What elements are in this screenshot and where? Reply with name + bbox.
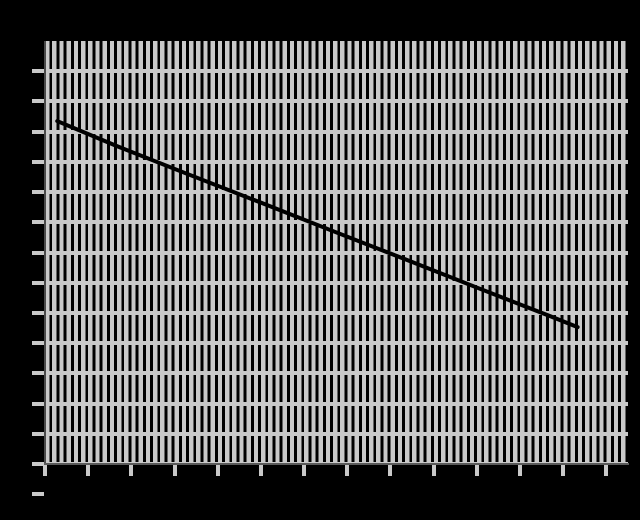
bar-series xyxy=(45,41,628,464)
y-tick-13 xyxy=(32,462,44,466)
x-tick-0 xyxy=(43,465,47,476)
y-tick-8 xyxy=(32,310,44,315)
x-tick-5 xyxy=(258,465,263,476)
x-tick-3 xyxy=(172,465,177,476)
x-tick-13 xyxy=(604,465,609,476)
y-tick-4 xyxy=(32,190,44,195)
x-axis-spine xyxy=(44,463,629,465)
x-tick-11 xyxy=(518,465,523,476)
y-tick-12 xyxy=(32,431,44,436)
x-tick-8 xyxy=(388,465,393,476)
y-tick-11 xyxy=(32,401,44,406)
x-tick-7 xyxy=(345,465,350,476)
x-tick-2 xyxy=(129,465,134,476)
y-tick-6 xyxy=(32,250,44,255)
y-tick-0 xyxy=(32,69,44,74)
y-tick-9 xyxy=(32,341,44,346)
y-tick-10 xyxy=(32,371,44,376)
y-tick-2 xyxy=(32,129,44,134)
x-tick-6 xyxy=(302,465,307,476)
y-tick-1 xyxy=(32,99,44,104)
y-tick-14 xyxy=(32,492,44,497)
plot-area[interactable] xyxy=(45,41,628,464)
x-tick-9 xyxy=(431,465,436,476)
y-tick-7 xyxy=(32,280,44,285)
y-tick-5 xyxy=(32,220,44,225)
y-tick-3 xyxy=(32,159,44,164)
x-tick-1 xyxy=(86,465,91,476)
x-tick-10 xyxy=(474,465,479,476)
y-axis-spine xyxy=(44,41,46,465)
x-tick-4 xyxy=(215,465,220,476)
x-tick-12 xyxy=(561,465,566,476)
